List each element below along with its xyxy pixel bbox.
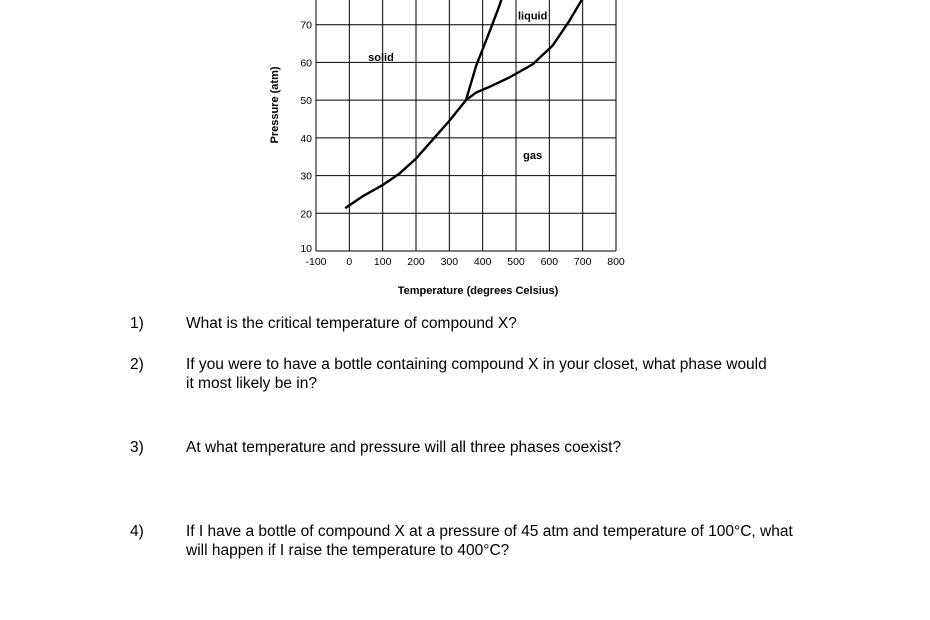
y-tick-label-0: 10	[300, 243, 312, 255]
x-axis-title: Temperature (degrees Celsius)	[398, 285, 559, 297]
question-2-number: 2)	[130, 356, 144, 373]
region-label-solid: solid	[368, 52, 394, 64]
y-tick-label-4: 50	[300, 95, 312, 107]
region-label-gas: gas	[523, 150, 542, 162]
question-4-number: 4)	[130, 523, 144, 540]
question-3-text: At what temperature and pressure will al…	[186, 439, 622, 456]
y-tick-label-5: 60	[300, 57, 312, 69]
y-tick-label-2: 30	[300, 171, 312, 183]
question-4: 4) If I have a bottle of compound X at a…	[0, 522, 930, 562]
x-tick-label-2: 100	[374, 256, 392, 268]
region-label-liquid: liquid	[518, 10, 547, 22]
y-tick-label-6: 70	[300, 20, 312, 32]
question-2-text: If you were to have a bottle containing …	[186, 356, 767, 392]
x-tick-label-7: 600	[541, 256, 559, 268]
x-tick-label-6: 500	[507, 256, 525, 268]
question-1-number: 1)	[130, 315, 144, 332]
question-4-text: If I have a bottle of compound X at a pr…	[186, 523, 793, 559]
x-tick-label-4: 300	[441, 256, 459, 268]
x-tick-label-5: 400	[474, 256, 492, 268]
y-axis-title: Pressure (atm)	[269, 66, 281, 143]
question-2: 2) If you were to have a bottle containi…	[0, 355, 930, 395]
question-1: 1) What is the critical temperature of c…	[0, 314, 930, 336]
question-1-text: What is the critical temperature of comp…	[186, 315, 517, 332]
x-tick-label-1: 0	[346, 256, 352, 268]
y-tick-label-3: 40	[300, 133, 312, 145]
x-tick-label-3: 200	[407, 256, 425, 268]
question-3-number: 3)	[130, 439, 144, 456]
phase-diagram-chart: -100 0 100 200 300 400 500 600 700 800 10 20 30 40 50 6…	[269, 0, 625, 297]
x-tick-label-0: -100	[305, 256, 326, 268]
x-tick-label-9: 800	[607, 256, 625, 268]
phase-boundary-curve-3	[464, 0, 584, 102]
question-3: 3) At what temperature and pressure will…	[0, 438, 930, 460]
phase-boundary-curve-2	[464, 0, 503, 102]
phase-boundary-curve-1	[344, 98, 468, 209]
x-tick-label-8: 700	[574, 256, 592, 268]
y-tick-label-1: 20	[300, 208, 312, 220]
